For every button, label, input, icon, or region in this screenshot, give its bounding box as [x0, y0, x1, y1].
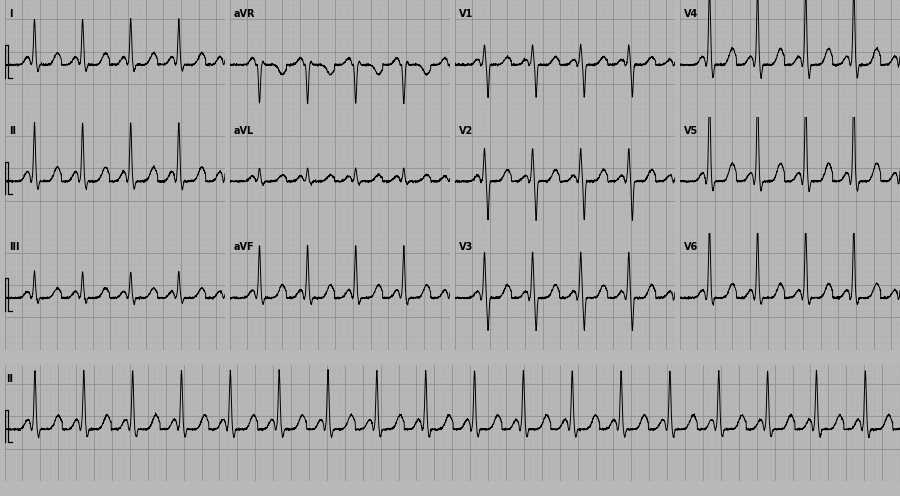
Text: V1: V1	[459, 9, 473, 19]
Text: V3: V3	[459, 243, 473, 252]
Text: I: I	[9, 9, 13, 19]
Text: aVF: aVF	[234, 243, 255, 252]
Text: aVL: aVL	[234, 126, 254, 136]
Text: V4: V4	[684, 9, 698, 19]
Text: V5: V5	[684, 126, 698, 136]
Text: II: II	[6, 374, 14, 384]
Text: V6: V6	[684, 243, 698, 252]
Text: aVR: aVR	[234, 9, 256, 19]
Text: II: II	[9, 126, 16, 136]
Text: III: III	[9, 243, 20, 252]
Text: V2: V2	[459, 126, 473, 136]
